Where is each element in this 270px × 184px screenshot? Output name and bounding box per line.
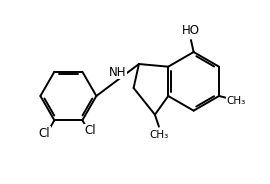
Text: Cl: Cl bbox=[84, 124, 96, 137]
Text: CH₃: CH₃ bbox=[149, 130, 168, 140]
Text: NH: NH bbox=[109, 66, 126, 79]
Text: Cl: Cl bbox=[39, 127, 50, 140]
Text: HO: HO bbox=[182, 24, 200, 37]
Text: CH₃: CH₃ bbox=[227, 96, 246, 106]
